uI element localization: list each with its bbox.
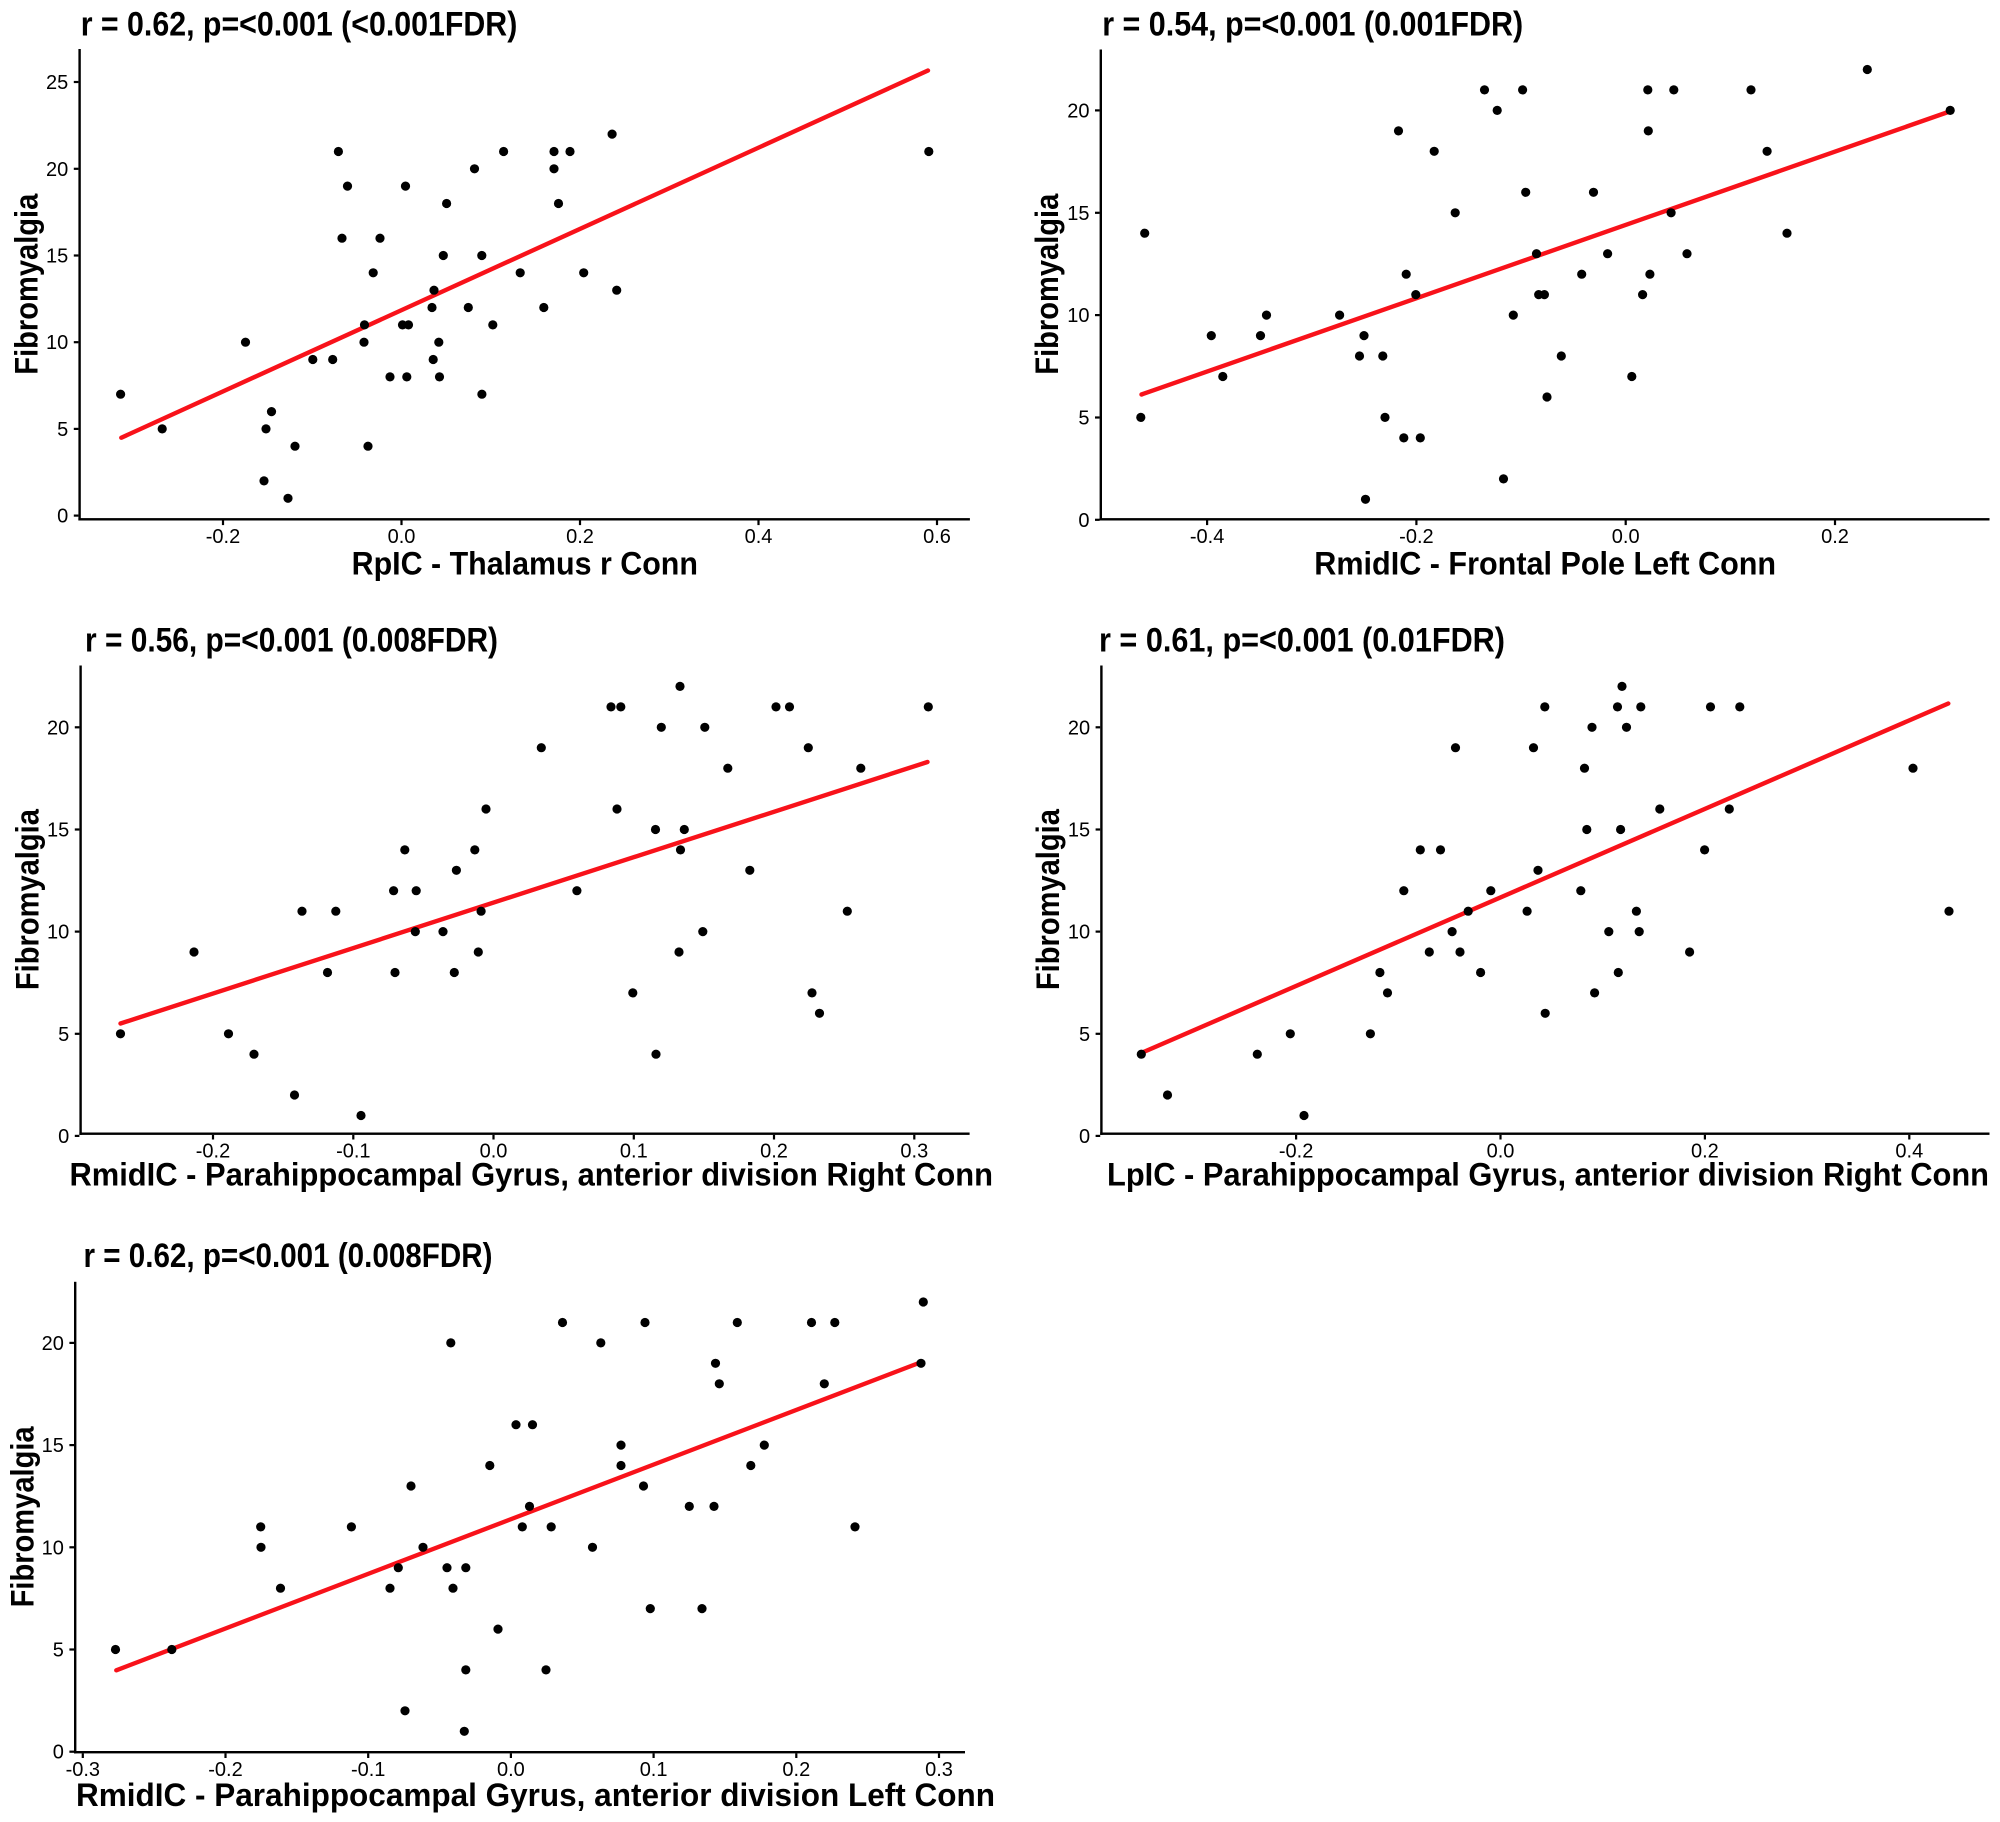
svg-text:0.1: 0.1: [640, 1759, 668, 1781]
svg-text:r = 0.62, p=<0.001 (0.008FDR): r = 0.62, p=<0.001 (0.008FDR): [84, 1237, 493, 1275]
svg-text:RmidIC - Parahippocampal Gyrus: RmidIC - Parahippocampal Gyrus, anterior…: [69, 1157, 993, 1193]
svg-text:0.4: 0.4: [745, 526, 773, 548]
svg-text:20: 20: [47, 717, 69, 739]
svg-text:0.0: 0.0: [480, 1141, 508, 1163]
svg-text:10: 10: [47, 922, 69, 944]
svg-text:RpIC - Thalamus r Conn: RpIC - Thalamus r Conn: [352, 546, 698, 582]
svg-text:-0.2: -0.2: [206, 526, 240, 548]
svg-text:20: 20: [1068, 717, 1090, 739]
svg-text:0.4: 0.4: [1895, 1141, 1923, 1163]
svg-text:r = 0.62, p=<0.001 (<0.001FDR): r = 0.62, p=<0.001 (<0.001FDR): [81, 6, 518, 44]
svg-text:RmidIC - Frontal Pole Left Con: RmidIC - Frontal Pole Left Conn: [1314, 546, 1776, 582]
svg-text:15: 15: [47, 820, 69, 842]
svg-text:Fibromyalgia: Fibromyalgia: [9, 194, 45, 375]
svg-text:5: 5: [53, 1640, 64, 1662]
svg-text:r = 0.54, p=<0.001 (0.001FDR): r = 0.54, p=<0.001 (0.001FDR): [1102, 6, 1523, 44]
svg-text:-0.2: -0.2: [208, 1759, 242, 1781]
svg-text:10: 10: [46, 332, 68, 354]
svg-text:10: 10: [42, 1537, 64, 1559]
svg-text:-0.2: -0.2: [1399, 526, 1433, 548]
svg-text:-0.4: -0.4: [1190, 526, 1224, 548]
svg-text:15: 15: [46, 246, 68, 268]
svg-text:0.1: 0.1: [620, 1141, 648, 1163]
svg-text:0: 0: [58, 1126, 69, 1148]
svg-text:-0.3: -0.3: [66, 1759, 100, 1781]
svg-text:0: 0: [1078, 510, 1089, 532]
svg-text:0.0: 0.0: [497, 1759, 525, 1781]
svg-text:5: 5: [58, 1024, 69, 1046]
svg-text:r = 0.56, p=<0.001 (0.008FDR): r = 0.56, p=<0.001 (0.008FDR): [85, 622, 498, 660]
svg-text:20: 20: [42, 1333, 64, 1355]
svg-text:25: 25: [46, 72, 68, 94]
svg-text:20: 20: [1067, 100, 1089, 122]
svg-text:10: 10: [1067, 305, 1089, 327]
svg-text:RmidIC - Parahippocampal Gyrus: RmidIC - Parahippocampal Gyrus, anterior…: [76, 1777, 995, 1813]
svg-text:10: 10: [1068, 922, 1090, 944]
svg-text:5: 5: [57, 419, 68, 441]
svg-text:LpIC - Parahippocampal Gyrus,: LpIC - Parahippocampal Gyrus, anterior d…: [1107, 1157, 1989, 1193]
svg-text:0.3: 0.3: [900, 1141, 928, 1163]
svg-text:Fibromyalgia: Fibromyalgia: [1030, 809, 1066, 990]
svg-text:15: 15: [1068, 820, 1090, 842]
svg-text:r = 0.61, p=<0.001 (0.01FDR): r = 0.61, p=<0.001 (0.01FDR): [1099, 622, 1505, 660]
svg-text:-0.1: -0.1: [336, 1141, 370, 1163]
svg-text:0.2: 0.2: [1691, 1141, 1719, 1163]
svg-text:Fibromyalgia: Fibromyalgia: [1029, 194, 1065, 375]
svg-text:0.0: 0.0: [1487, 1141, 1515, 1163]
svg-text:5: 5: [1079, 1024, 1090, 1046]
svg-text:0.6: 0.6: [923, 526, 951, 548]
svg-text:0.0: 0.0: [1612, 526, 1640, 548]
svg-text:15: 15: [1067, 203, 1089, 225]
svg-text:0: 0: [53, 1742, 64, 1764]
svg-text:-0.2: -0.2: [196, 1141, 230, 1163]
svg-text:0.3: 0.3: [925, 1759, 953, 1781]
svg-text:20: 20: [46, 159, 68, 181]
svg-text:0.2: 0.2: [782, 1759, 810, 1781]
svg-text:Fibromyalgia: Fibromyalgia: [10, 809, 46, 990]
svg-text:-0.1: -0.1: [351, 1759, 385, 1781]
svg-text:0.2: 0.2: [760, 1141, 788, 1163]
svg-text:15: 15: [42, 1435, 64, 1457]
svg-text:-0.2: -0.2: [1279, 1141, 1313, 1163]
svg-text:0: 0: [57, 506, 68, 528]
svg-text:5: 5: [1078, 408, 1089, 430]
svg-text:0.2: 0.2: [1821, 526, 1849, 548]
svg-text:Fibromyalgia: Fibromyalgia: [4, 1426, 40, 1607]
svg-text:0: 0: [1079, 1126, 1090, 1148]
svg-text:0.0: 0.0: [388, 526, 416, 548]
svg-text:0.2: 0.2: [566, 526, 594, 548]
